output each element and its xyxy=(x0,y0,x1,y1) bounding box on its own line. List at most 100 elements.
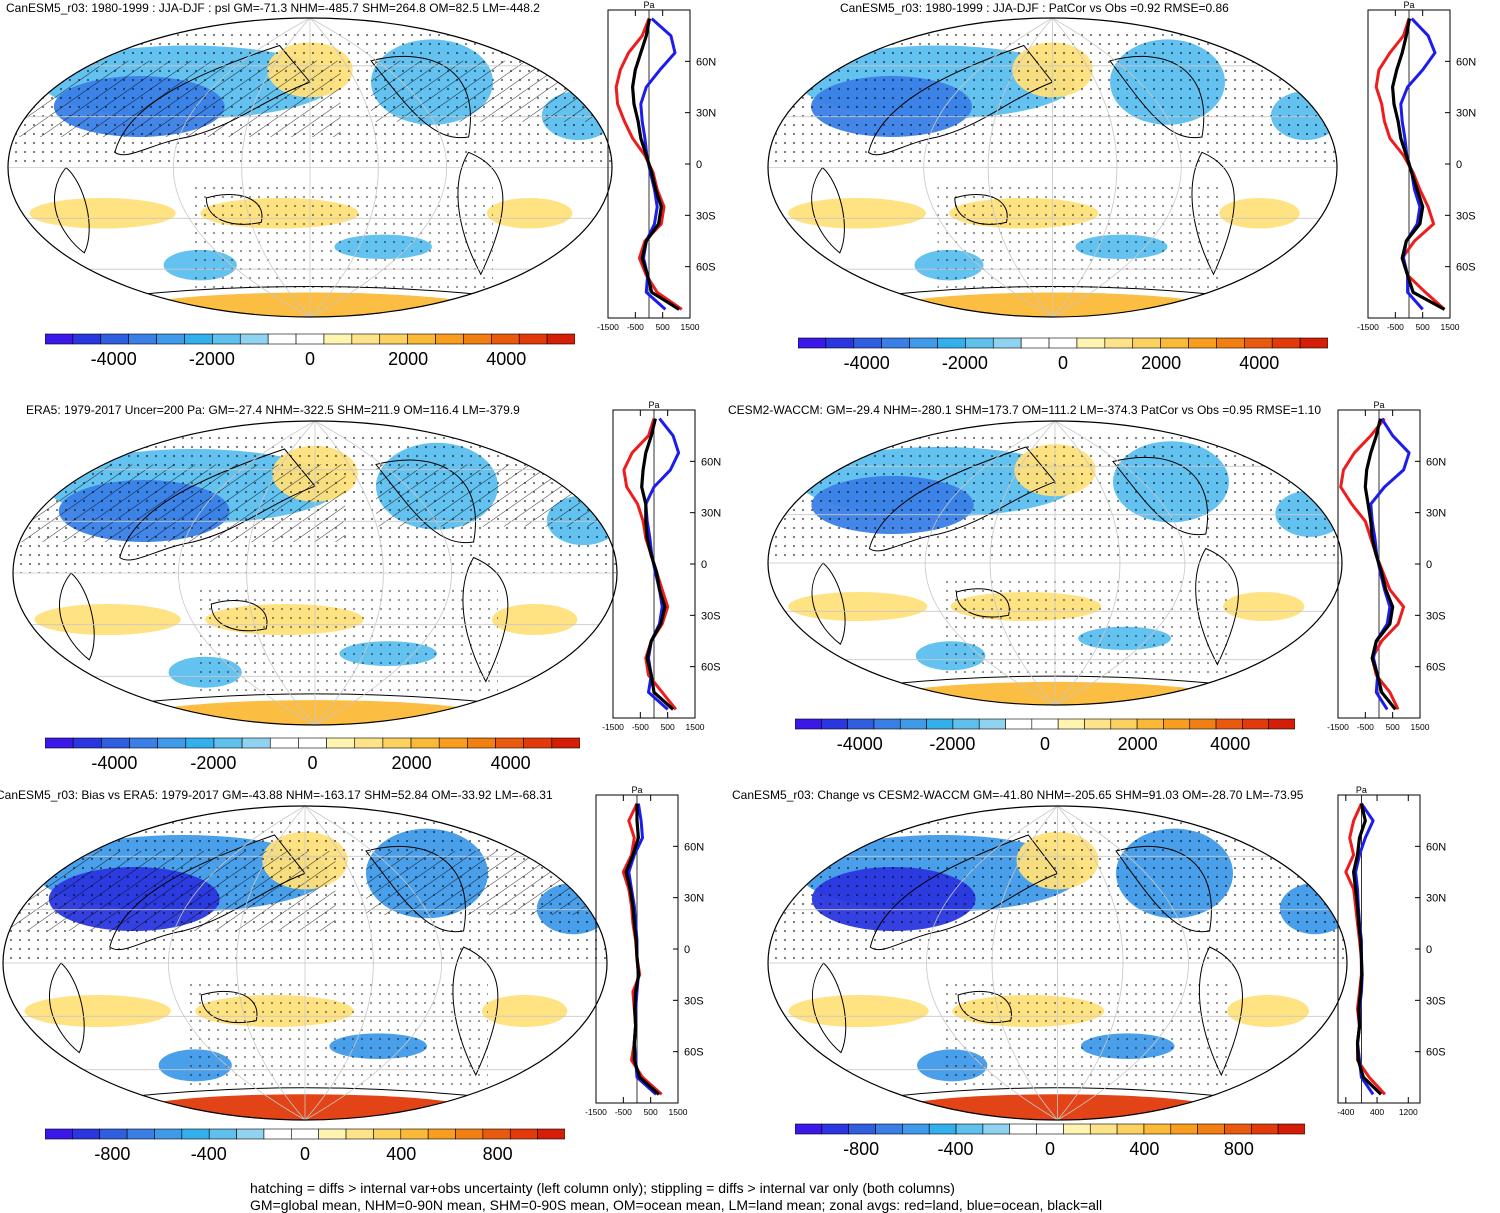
coastline xyxy=(370,55,471,139)
x-tick-label: 1500 xyxy=(681,322,700,330)
colorbar-swatch xyxy=(1268,718,1295,730)
colorbar-swatch xyxy=(45,333,74,345)
zonal-mean-plot: Pa 60N 30N 0 30S 60S -1500 -500 500 1500 xyxy=(1357,0,1476,330)
colorbar-label: -2000 xyxy=(942,353,988,373)
colorbar-swatch xyxy=(269,737,299,749)
map-field xyxy=(768,421,1342,705)
colorbar: -4000 -2000 0 2000 4000 xyxy=(795,718,1295,754)
x-tick-label: 1500 xyxy=(1411,722,1430,730)
coastline xyxy=(1195,547,1239,666)
longitude-gridline xyxy=(309,18,447,317)
colorbar-label: 2000 xyxy=(392,753,432,773)
y-tick-label: 30N xyxy=(1426,893,1446,905)
x-tick-label: -1500 xyxy=(1327,722,1349,730)
colorbar-swatch xyxy=(427,1128,456,1140)
colorbar-label: 0 xyxy=(1045,1139,1055,1159)
unit-label: Pa xyxy=(648,400,659,410)
x-tick-label: 1500 xyxy=(669,1107,688,1115)
colorbar-swatch xyxy=(400,1128,429,1140)
colorbar-swatch xyxy=(373,1128,402,1140)
colorbar-swatch xyxy=(467,737,496,749)
colorbar-swatch xyxy=(72,737,102,749)
series-all xyxy=(1351,803,1383,1096)
colorbar-swatch xyxy=(551,737,580,749)
colorbar-label: -800 xyxy=(94,1144,130,1164)
y-tick-label: 0 xyxy=(1456,159,1462,171)
colorbar-label: 4000 xyxy=(1239,353,1279,373)
longitude-gridline xyxy=(173,18,311,317)
unit-label: Pa xyxy=(1356,785,1367,795)
colorbar-label: 400 xyxy=(1129,1139,1159,1159)
colorbar-label: 0 xyxy=(300,1144,310,1164)
anomaly-region xyxy=(24,995,171,1027)
colorbar-swatch xyxy=(1216,337,1245,349)
map-field xyxy=(8,18,612,317)
colorbar-swatch xyxy=(1251,1123,1279,1135)
colorbar-swatch xyxy=(100,333,129,345)
colorbar-swatch xyxy=(326,737,356,749)
y-tick-label: 30S xyxy=(1426,610,1446,622)
series-ocean xyxy=(644,417,681,711)
coastline xyxy=(452,946,499,1077)
y-tick-label: 30N xyxy=(696,108,716,120)
hatching xyxy=(366,851,607,915)
colorbar-swatch xyxy=(965,337,994,349)
coastline xyxy=(54,166,90,254)
unit-label: Pa xyxy=(643,0,654,10)
coastline xyxy=(867,44,1054,156)
colorbar-swatch xyxy=(821,718,848,730)
colorbar-label: 0 xyxy=(1040,734,1050,754)
y-tick-label: 30N xyxy=(684,893,704,905)
colorbar-swatch xyxy=(185,737,215,749)
longitude-gridline xyxy=(1054,421,1121,705)
panel-2: CanESM5_r03: 1980-1999 : JJA-DJF : PatCo… xyxy=(750,0,1500,400)
colorbar-label: -4000 xyxy=(91,753,137,773)
colorbar-swatch xyxy=(482,1128,511,1140)
colorbar-label: 2000 xyxy=(388,349,428,369)
colorbar-swatch xyxy=(1005,718,1033,730)
colorbar-swatch xyxy=(1076,337,1106,349)
y-tick-label: 60N xyxy=(684,841,704,853)
colorbar-swatch xyxy=(902,1123,930,1135)
y-tick-label: 30N xyxy=(1426,508,1446,520)
panel-1: CanESM5_r03: 1980-1999 : JJA-DJF : psl G… xyxy=(0,0,750,400)
series-all xyxy=(640,418,675,711)
colorbar-swatch xyxy=(72,333,102,345)
colorbar-swatch xyxy=(213,737,243,749)
longitude-gridline xyxy=(1052,18,1118,317)
anomaly-region xyxy=(1223,592,1305,621)
zonal-mean-plot: Pa 60N 30N 0 30S 60S -400 400 1200 xyxy=(1337,785,1446,1115)
colorbar-swatch xyxy=(181,1128,210,1140)
colorbar-swatch xyxy=(509,1128,538,1140)
colorbar-swatch xyxy=(873,718,901,730)
series-land xyxy=(621,802,663,1096)
stippling xyxy=(188,182,493,290)
colorbar-swatch xyxy=(546,333,575,345)
anomaly-region xyxy=(481,995,568,1027)
panel-title: CanESM5_r03: 1980-1999 : JJA-DJF : psl G… xyxy=(6,1,540,15)
colorbar-swatch xyxy=(128,333,157,345)
unit-label: Pa xyxy=(1403,0,1414,10)
series-all xyxy=(1390,18,1446,311)
coastline xyxy=(457,151,504,276)
y-tick-label: 30N xyxy=(701,508,721,520)
panel-6: CanESM5_r03: Change vs CESM2-WACCM GM=-4… xyxy=(720,785,1500,1180)
colorbar-swatch xyxy=(1244,337,1273,349)
map-outline xyxy=(7,17,613,318)
colorbar-swatch xyxy=(438,737,468,749)
coastline xyxy=(49,962,85,1054)
coastline xyxy=(109,834,306,951)
y-tick-label: 0 xyxy=(1426,559,1432,571)
colorbar-label: 800 xyxy=(483,1144,513,1164)
panel-4: CESM2-WACCM: GM=-29.4 NHM=-280.1 SHM=173… xyxy=(720,400,1500,785)
y-tick-label: 0 xyxy=(1426,944,1432,956)
colorbar-swatch xyxy=(1009,1123,1037,1135)
world-map xyxy=(12,420,618,726)
colorbar-swatch xyxy=(848,1123,876,1135)
coastline xyxy=(957,990,1012,1024)
colorbar-swatch xyxy=(267,333,297,345)
y-tick-label: 60N xyxy=(696,56,716,68)
y-tick-label: 0 xyxy=(701,559,707,571)
x-tick-label: -1500 xyxy=(597,322,619,330)
longitude-gridline xyxy=(991,806,1058,1120)
